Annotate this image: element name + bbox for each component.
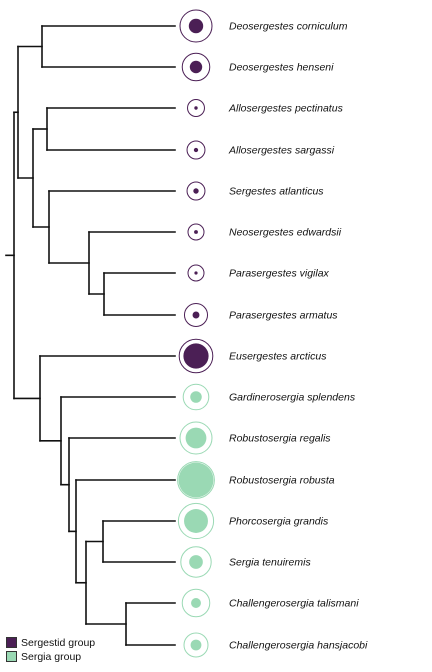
taxon-label: Gardinerosergia splendens xyxy=(229,392,356,404)
marker-dot xyxy=(184,509,208,533)
legend: Sergestid group Sergia group xyxy=(6,636,95,664)
marker-dot xyxy=(193,147,199,153)
taxon-label: Allosergestes sargassi xyxy=(228,145,335,157)
marker-dot xyxy=(191,598,201,608)
legend-swatch-sergestid xyxy=(6,637,17,648)
marker-dot xyxy=(178,462,214,498)
marker-dot xyxy=(189,60,203,74)
taxon-label: Sergestes atlanticus xyxy=(229,186,324,198)
marker-dot xyxy=(194,230,198,234)
taxon-label: Allosergestes pectinatus xyxy=(228,103,344,115)
taxon-label: Eusergestes arcticus xyxy=(229,351,327,363)
marker-dot xyxy=(189,555,203,569)
marker-dot xyxy=(193,188,199,194)
marker-dot xyxy=(190,391,202,403)
legend-swatch-sergia xyxy=(6,651,17,662)
legend-label-sergestid: Sergestid group xyxy=(21,636,96,649)
legend-item-sergia: Sergia group xyxy=(6,650,95,663)
taxon-markers xyxy=(177,9,215,658)
taxon-label: Parasergestes vigilax xyxy=(229,268,330,280)
tree-branches xyxy=(5,25,176,646)
marker-dot xyxy=(183,343,209,369)
legend-label-sergia: Sergia group xyxy=(21,650,82,663)
taxon-label: Deosergestes henseni xyxy=(229,62,334,74)
taxon-label: Phorcosergia grandis xyxy=(229,516,329,528)
taxon-label: Neosergestes edwardsii xyxy=(229,227,342,239)
marker-dot xyxy=(194,106,198,110)
taxon-label: Robustosergia regalis xyxy=(229,433,331,445)
taxon-labels: Deosergestes corniculum Deosergestes hens… xyxy=(228,21,368,652)
marker-dot xyxy=(192,311,200,319)
taxon-label: Deosergestes corniculum xyxy=(229,21,348,33)
taxon-label: Parasergestes armatus xyxy=(229,310,338,322)
marker-dot xyxy=(185,427,207,449)
marker-dot xyxy=(194,271,198,275)
marker-dot xyxy=(190,639,202,651)
marker-dot xyxy=(188,18,204,34)
taxon-label: Challengerosergia talismani xyxy=(229,598,359,610)
taxon-label: Robustosergia robusta xyxy=(229,475,335,487)
taxon-label: Sergia tenuiremis xyxy=(229,557,311,569)
taxon-label: Challengerosergia hansjacobi xyxy=(229,640,368,652)
legend-item-sergestid: Sergestid group xyxy=(6,636,95,649)
